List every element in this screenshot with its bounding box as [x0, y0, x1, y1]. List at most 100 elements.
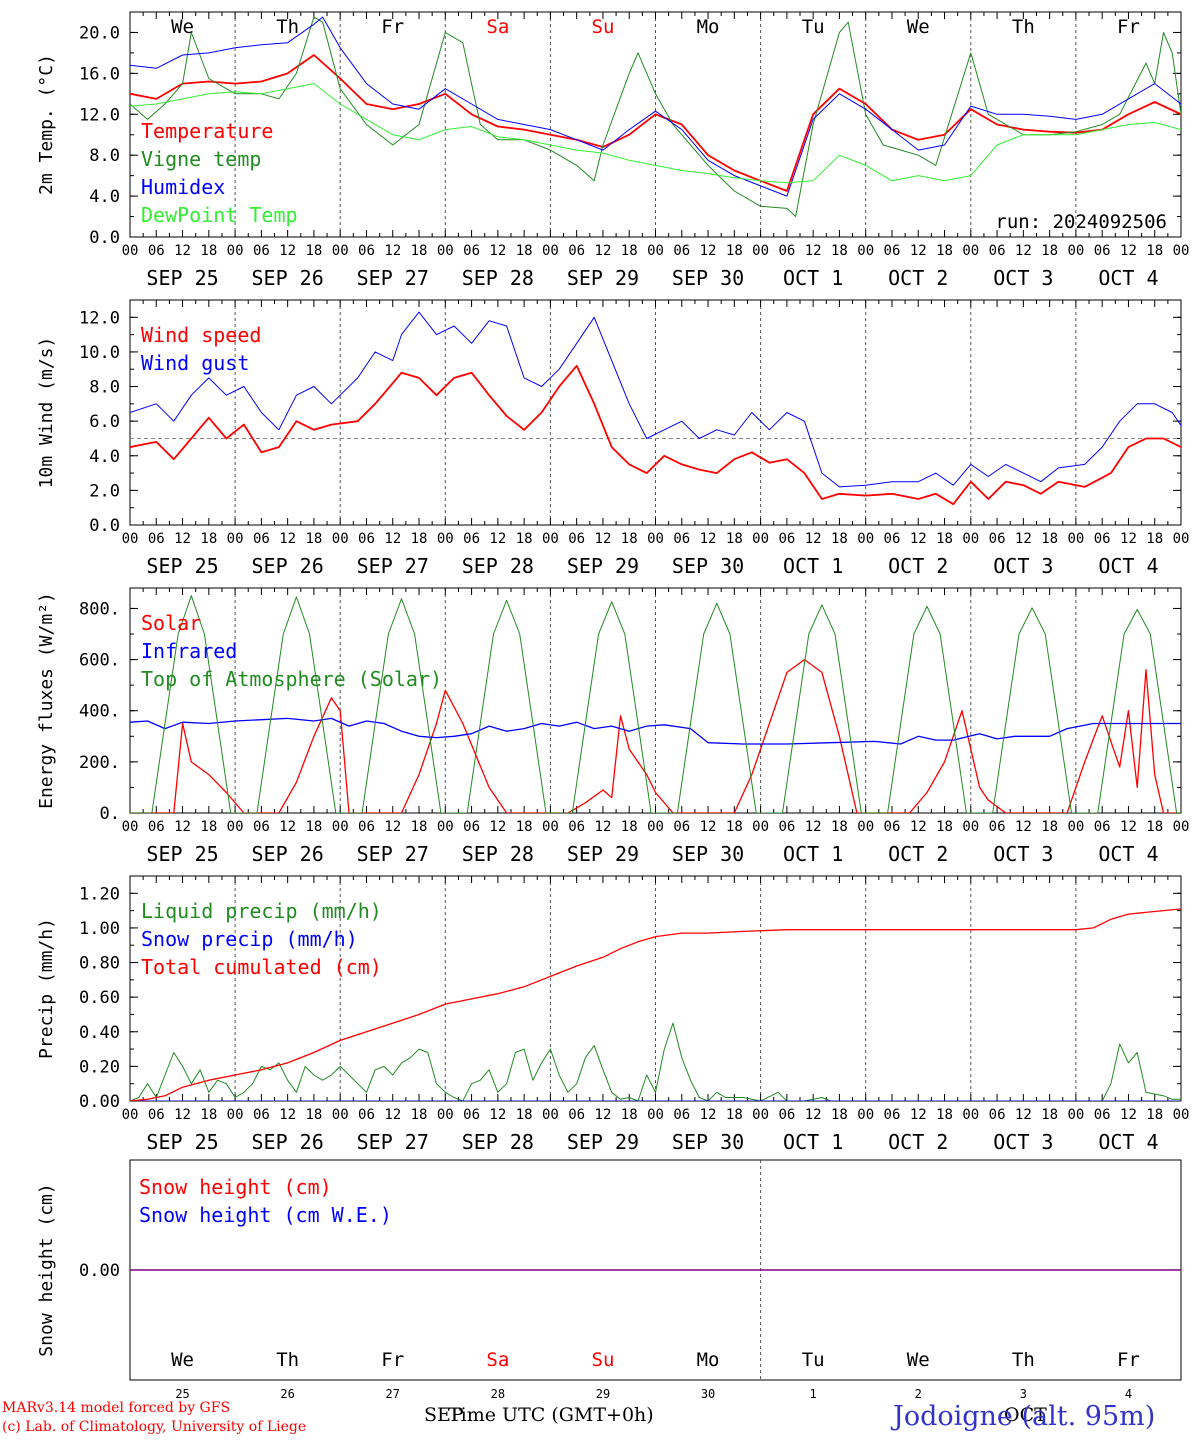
x-hour-label: 00	[752, 1107, 769, 1123]
x-date-label: SEP 26	[252, 1130, 324, 1154]
x-hour-label: 12	[384, 243, 401, 259]
day-number-label: 29	[596, 1387, 610, 1401]
x-hour-label: 06	[778, 819, 795, 835]
x-hour-label: 06	[148, 1107, 165, 1123]
x-hour-label: 06	[253, 531, 270, 547]
day-number-label: 1	[810, 1387, 817, 1401]
x-hour-label: 18	[411, 531, 428, 547]
x-hour-label: 00	[122, 243, 139, 259]
day-number-label: 27	[386, 1387, 400, 1401]
x-hour-label: 00	[437, 1107, 454, 1123]
x-hour-label: 18	[200, 819, 217, 835]
x-hour-label: 00	[752, 243, 769, 259]
x-hour-label: 00	[752, 819, 769, 835]
x-hour-label: 06	[673, 819, 690, 835]
x-hour-label: 06	[253, 243, 270, 259]
y-tick-label: 10.0	[79, 343, 120, 363]
x-hour-label: 18	[831, 243, 848, 259]
weekday-label: Fr	[1117, 16, 1140, 38]
y-tick-label: 0.60	[79, 988, 120, 1008]
series-line-vigne-temp	[130, 16, 1181, 217]
y-axis-label: 10m Wind (m/s)	[36, 337, 57, 489]
credit-model: MARv3.14 model forced by GFS	[2, 1400, 231, 1416]
x-hour-label: 00	[857, 243, 874, 259]
weekday-label: Mo	[697, 1349, 720, 1371]
x-hour-label: 18	[516, 1107, 533, 1123]
y-tick-label: 12.0	[79, 105, 120, 125]
x-hour-label: 06	[1094, 819, 1111, 835]
weekday-label: We	[907, 1349, 930, 1371]
x-hour-label: 12	[910, 819, 927, 835]
x-hour-label: 12	[595, 819, 612, 835]
legend-entry: Snow precip (mm/h)	[141, 927, 358, 951]
weekday-label: Fr	[381, 1349, 404, 1371]
series-line-temperature	[130, 54, 1181, 192]
x-date-label: OCT 2	[888, 1130, 948, 1154]
x-hour-label: 12	[595, 1107, 612, 1123]
x-date-label: SEP 26	[252, 842, 324, 866]
y-axis-label: Energy fluxes (W/m²)	[36, 592, 57, 809]
x-date-label: SEP 28	[462, 554, 534, 578]
month-label-end: OCT	[1004, 1404, 1047, 1426]
weekday-label: Th	[1012, 1349, 1035, 1371]
x-hour-label: 06	[148, 531, 165, 547]
x-hour-label: 06	[884, 819, 901, 835]
x-hour-label: 18	[516, 819, 533, 835]
x-hour-label: 12	[489, 1107, 506, 1123]
y-tick-label: 4.0	[89, 187, 120, 207]
x-hour-label: 06	[358, 243, 375, 259]
x-hour-label: 06	[1094, 243, 1111, 259]
x-hour-label: 18	[1041, 819, 1058, 835]
x-hour-label: 12	[279, 1107, 296, 1123]
x-hour-label: 18	[1146, 531, 1163, 547]
x-hour-label: 00	[437, 531, 454, 547]
x-hour-label: 06	[148, 243, 165, 259]
x-hour-label: 06	[463, 819, 480, 835]
x-date-label: OCT 1	[783, 842, 843, 866]
x-hour-label: 12	[489, 243, 506, 259]
x-date-label: SEP 27	[357, 266, 429, 290]
y-tick-label: 0.	[100, 804, 120, 824]
x-hour-label: 18	[305, 1107, 322, 1123]
x-hour-label: 06	[568, 1107, 585, 1123]
y-tick-label: 16.0	[79, 64, 120, 84]
x-hour-label: 18	[1041, 1107, 1058, 1123]
x-hour-label: 12	[1015, 819, 1032, 835]
weekday-label: Su	[592, 1349, 615, 1371]
x-hour-label: 00	[962, 243, 979, 259]
y-axis-label: Snow height (cm)	[36, 1183, 57, 1356]
day-number-label: 30	[701, 1387, 715, 1401]
x-hour-label: 06	[358, 531, 375, 547]
x-date-label: SEP 29	[567, 842, 639, 866]
x-date-label: SEP 25	[146, 1130, 218, 1154]
x-hour-label: 06	[673, 531, 690, 547]
x-hour-label: 18	[621, 531, 638, 547]
day-number-label: 3	[1020, 1387, 1027, 1401]
x-hour-label: 00	[752, 531, 769, 547]
x-hour-label: 12	[805, 1107, 822, 1123]
x-hour-label: 00	[647, 531, 664, 547]
legend-entry: Top of Atmosphere (Solar)	[141, 667, 442, 691]
station-label: Jodoigne (alt. 95m)	[893, 1401, 1156, 1432]
x-hour-label: 00	[1067, 819, 1084, 835]
x-date-label: OCT 3	[993, 842, 1053, 866]
x-hour-label: 06	[778, 531, 795, 547]
y-tick-label: 12.0	[79, 308, 120, 328]
x-hour-label: 00	[332, 819, 349, 835]
y-tick-label: 0.00	[79, 1092, 120, 1112]
weekday-label: Sa	[486, 1349, 509, 1371]
x-hour-label: 00	[542, 243, 559, 259]
day-number-label: 4	[1125, 1387, 1132, 1401]
legend-entry: Solar	[141, 611, 201, 635]
x-hour-label: 00	[647, 819, 664, 835]
series-line-top-of-atmosphere-solar-	[130, 595, 1181, 813]
series-line-infrared	[130, 717, 1181, 745]
x-hour-label: 12	[384, 1107, 401, 1123]
x-hour-label: 12	[1120, 243, 1137, 259]
x-hour-label: 12	[384, 531, 401, 547]
y-tick-label: 0.80	[79, 954, 120, 974]
x-hour-label: 18	[726, 531, 743, 547]
x-hour-label: 00	[122, 1107, 139, 1123]
x-hour-label: 00	[542, 1107, 559, 1123]
